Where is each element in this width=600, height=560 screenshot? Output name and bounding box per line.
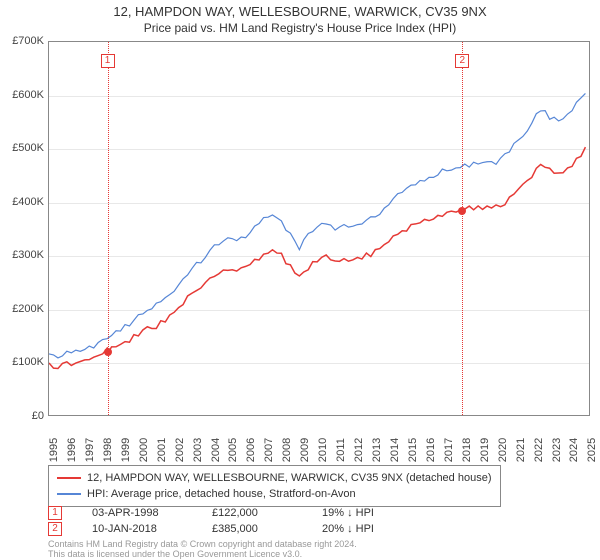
x-tick-label: 1997 [84, 438, 96, 462]
x-tick-label: 2012 [353, 438, 365, 462]
sale-diff: 20% ↓ HPI [322, 523, 412, 535]
legend-label: 12, HAMPDON WAY, WELLESBOURNE, WARWICK, … [87, 472, 492, 484]
x-tick-label: 2017 [443, 438, 455, 462]
x-tick-label: 2015 [407, 438, 419, 462]
x-tick-label: 2023 [551, 438, 563, 462]
sale-diff: 19% ↓ HPI [322, 507, 412, 519]
series-line-price_paid [49, 147, 585, 368]
sale-date: 10-JAN-2018 [92, 523, 182, 535]
y-tick-label: £200K [0, 303, 44, 315]
event-marker-icon: 2 [455, 54, 469, 68]
sale-row: 2 10-JAN-2018 £385,000 20% ↓ HPI [48, 521, 412, 537]
sale-dot-icon [458, 207, 466, 215]
x-tick-label: 2002 [174, 438, 186, 462]
sale-date: 03-APR-1998 [92, 507, 182, 519]
x-tick-label: 2024 [568, 438, 580, 462]
sale-marker-icon: 1 [48, 506, 62, 520]
event-vline [108, 42, 109, 415]
x-tick-label: 2000 [138, 438, 150, 462]
legend-label: HPI: Average price, detached house, Stra… [87, 488, 356, 500]
y-tick-label: £700K [0, 35, 44, 47]
x-tick-label: 2013 [371, 438, 383, 462]
x-tick-label: 2003 [192, 438, 204, 462]
sale-price: £385,000 [212, 523, 292, 535]
sale-marker-icon: 2 [48, 522, 62, 536]
x-tick-label: 1999 [120, 438, 132, 462]
x-tick-label: 2006 [245, 438, 257, 462]
line-series-svg [49, 42, 589, 415]
y-tick-label: £0 [0, 410, 44, 422]
x-tick-label: 2010 [317, 438, 329, 462]
sales-table: 1 03-APR-1998 £122,000 19% ↓ HPI 2 10-JA… [48, 505, 412, 537]
footer-line: This data is licensed under the Open Gov… [48, 550, 357, 560]
legend-swatch [57, 493, 81, 495]
legend-swatch [57, 477, 81, 479]
x-tick-label: 2004 [210, 438, 222, 462]
sale-row: 1 03-APR-1998 £122,000 19% ↓ HPI [48, 505, 412, 521]
series-line-hpi [49, 93, 585, 357]
chart-container: 12, HAMPDON WAY, WELLESBOURNE, WARWICK, … [0, 0, 600, 560]
event-vline [462, 42, 463, 415]
y-tick-label: £500K [0, 142, 44, 154]
x-tick-label: 2019 [479, 438, 491, 462]
x-tick-label: 2025 [586, 438, 598, 462]
chart-title: 12, HAMPDON WAY, WELLESBOURNE, WARWICK, … [0, 0, 600, 19]
y-tick-label: £400K [0, 196, 44, 208]
x-tick-label: 2020 [497, 438, 509, 462]
x-tick-label: 1998 [102, 438, 114, 462]
x-tick-label: 2014 [389, 438, 401, 462]
sale-price: £122,000 [212, 507, 292, 519]
chart-subtitle: Price paid vs. HM Land Registry's House … [0, 19, 600, 41]
x-tick-label: 2009 [299, 438, 311, 462]
plot-area: 12 [48, 41, 590, 416]
y-tick-label: £600K [0, 89, 44, 101]
x-tick-label: 1996 [66, 438, 78, 462]
x-tick-label: 1995 [48, 438, 60, 462]
legend-item-hpi: HPI: Average price, detached house, Stra… [57, 486, 492, 502]
sale-dot-icon [104, 348, 112, 356]
x-tick-label: 2007 [263, 438, 275, 462]
legend-box: 12, HAMPDON WAY, WELLESBOURNE, WARWICK, … [48, 465, 501, 507]
event-marker-icon: 1 [101, 54, 115, 68]
x-tick-label: 2021 [515, 438, 527, 462]
y-tick-label: £300K [0, 249, 44, 261]
y-tick-label: £100K [0, 356, 44, 368]
legend-item-price: 12, HAMPDON WAY, WELLESBOURNE, WARWICK, … [57, 470, 492, 486]
x-tick-label: 2001 [156, 438, 168, 462]
x-tick-label: 2008 [281, 438, 293, 462]
footer-attribution: Contains HM Land Registry data © Crown c… [48, 540, 357, 560]
x-tick-label: 2005 [227, 438, 239, 462]
x-tick-label: 2016 [425, 438, 437, 462]
x-tick-label: 2011 [335, 438, 347, 462]
x-tick-label: 2022 [533, 438, 545, 462]
x-tick-label: 2018 [461, 438, 473, 462]
